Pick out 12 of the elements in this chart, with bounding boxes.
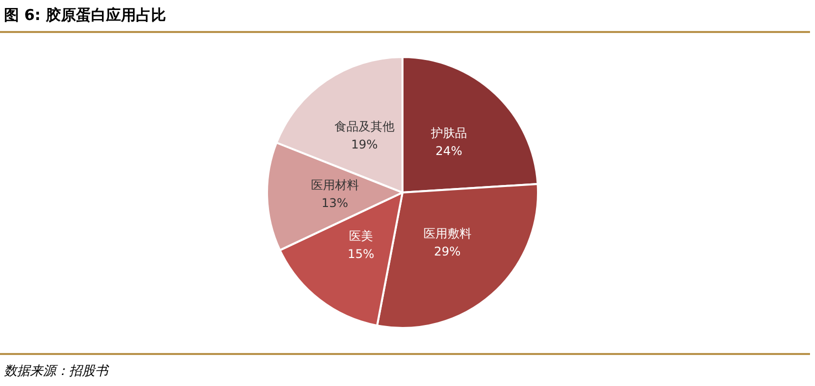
slice-label: 医美	[348, 229, 373, 244]
text: 图 6: 胶原蛋白应用占比	[4, 6, 166, 25]
source-note: 数据来源：招股书	[4, 363, 108, 380]
slice-label: 医用材料	[310, 178, 359, 192]
slice-label: 护肤品	[430, 126, 467, 140]
data-label: 13%	[321, 196, 348, 210]
data-label: 29%	[434, 244, 461, 258]
data-label: 24%	[436, 144, 462, 158]
data-label: 19%	[351, 138, 378, 152]
data-label: 15%	[348, 247, 374, 262]
slice-label: 食品及其他	[334, 120, 394, 134]
slice-label: 医用敷料	[423, 226, 472, 240]
